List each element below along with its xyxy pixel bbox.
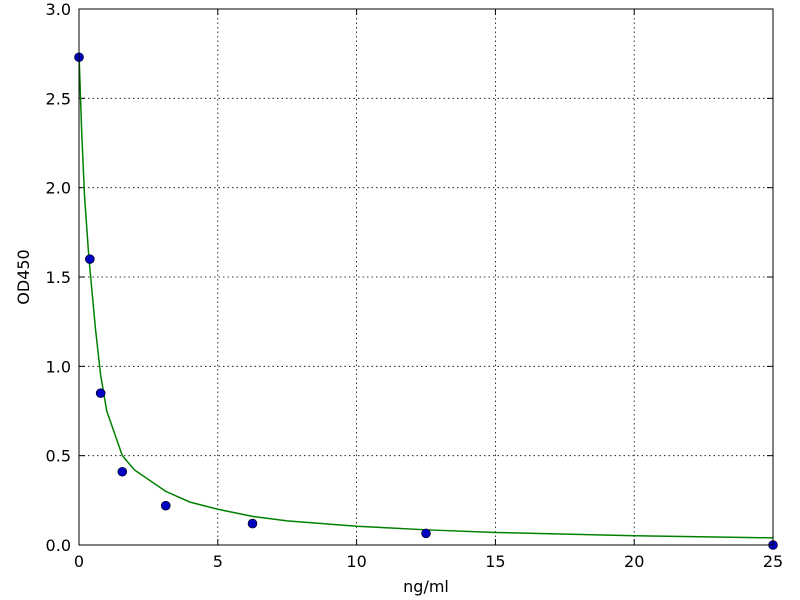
- y-tick-label: 2.0: [46, 179, 71, 198]
- y-tick-label: 0.5: [46, 447, 71, 466]
- data-point: [95, 388, 106, 398]
- x-tick-label: 5: [213, 552, 223, 571]
- data-point: [247, 518, 258, 529]
- x-tick-label: 15: [485, 552, 505, 571]
- data-point: [160, 500, 171, 511]
- fit-curve: [78, 53, 774, 539]
- data-point: [117, 466, 128, 477]
- x-tick-label: 10: [346, 552, 366, 571]
- y-axis-label: OD450: [14, 249, 33, 304]
- x-axis-label: ng/ml: [403, 577, 449, 596]
- data-point: [85, 254, 95, 264]
- x-tick-label: 20: [624, 552, 644, 571]
- plot-frame: [78, 8, 774, 546]
- x-tick-label: 0: [74, 552, 84, 571]
- y-tick-label: 1.5: [46, 268, 71, 287]
- y-tick-label: 0.0: [46, 536, 71, 555]
- data-point: [421, 528, 431, 539]
- y-tick-label: 1.0: [46, 357, 71, 376]
- y-tick-label: 2.5: [46, 89, 71, 108]
- x-tick-label: 25: [763, 552, 783, 571]
- y-tick-label: 3.0: [46, 0, 71, 19]
